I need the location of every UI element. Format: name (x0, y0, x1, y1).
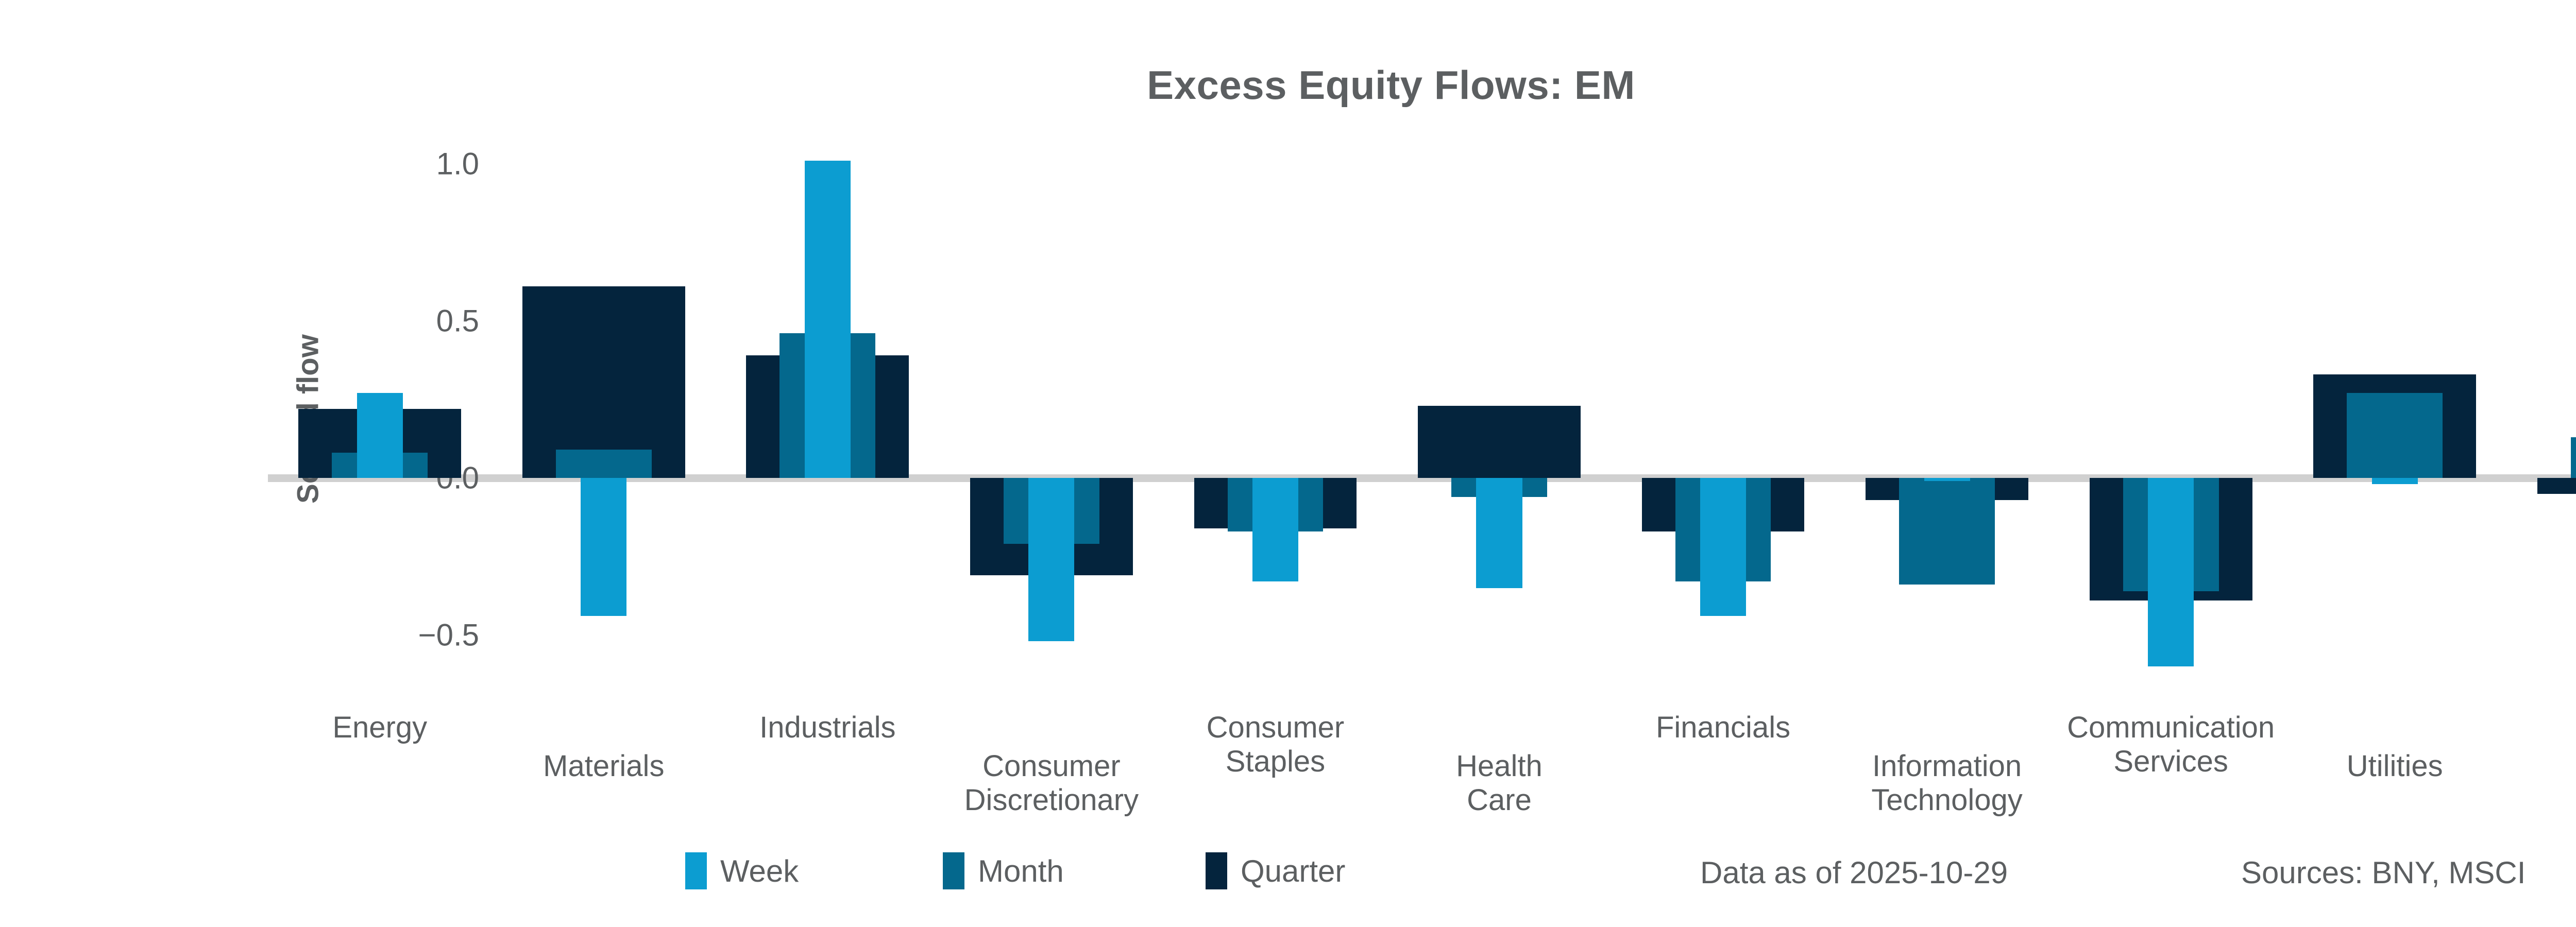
legend-item-month[interactable]: Month (943, 852, 1064, 889)
x-tick-label: Materials (543, 749, 665, 783)
bar-group (716, 144, 940, 690)
bar-quarter (1418, 405, 1581, 478)
bar-group (1611, 144, 1835, 690)
x-tick-label: Energy (332, 711, 428, 744)
bar-group (1387, 144, 1612, 690)
x-tick-label: Information Technology (1871, 749, 2023, 817)
bar-month (555, 450, 652, 478)
bar-group (940, 144, 1164, 690)
bar-month (1899, 478, 1995, 585)
y-tick-label: −0.5 (418, 617, 479, 653)
bar-week (1476, 478, 1522, 588)
legend-item-quarter[interactable]: Quarter (1206, 852, 1345, 889)
data-as-of-note: Data as of 2025-10-29 (1700, 855, 2008, 890)
bar-quarter (2537, 478, 2576, 494)
bar-week (1700, 478, 1747, 616)
legend-label: Month (978, 853, 1064, 888)
bar-group (2283, 144, 2507, 690)
sources-note: Sources: BNY, MSCI (2241, 855, 2526, 890)
y-tick-label: 1.0 (436, 146, 479, 181)
bar-week (357, 393, 403, 478)
x-tick-label: Consumer Discretionary (964, 749, 1139, 817)
bar-month (2570, 437, 2576, 478)
bar-group (268, 144, 492, 690)
x-tick-label: Communication Services (2067, 711, 2275, 778)
x-tick-label: Health Care (1456, 749, 1543, 817)
bar-week (1028, 478, 1075, 642)
legend-label: Quarter (1241, 853, 1346, 888)
legend-swatch-icon (685, 852, 707, 889)
chart-title: Excess Equity Flows: EM (1147, 62, 1635, 108)
x-tick-label: Financials (1655, 711, 1791, 744)
bar-quarter (522, 286, 685, 478)
x-tick-label: Industrials (759, 711, 896, 744)
bar-week (581, 478, 627, 616)
bar-week (804, 160, 851, 478)
plot-area: Scored flow 1.00.50.0−0.5 (268, 144, 2576, 690)
bar-group (1163, 144, 1387, 690)
legend-label: Week (720, 853, 799, 888)
bar-week (2148, 478, 2194, 666)
bar-group (1835, 144, 2059, 690)
legend-item-week[interactable]: Week (685, 852, 799, 889)
bar-month (2347, 393, 2443, 478)
bar-group (492, 144, 716, 690)
bar-week (1252, 478, 1299, 582)
y-axis-ticks: 1.0 0.5 0.0 −0.5 (325, 144, 479, 690)
x-tick-label: Consumer Staples (1206, 711, 1345, 778)
y-tick-label: 0.5 (436, 303, 479, 338)
legend-swatch-icon (943, 852, 964, 889)
bar-week (2371, 478, 2418, 485)
legend-swatch-icon (1206, 852, 1227, 889)
bar-week (1924, 478, 1970, 482)
bar-group (2059, 144, 2283, 690)
x-tick-label: Real Estate (2444, 711, 2576, 778)
bar-group (2506, 144, 2576, 690)
x-tick-label: Utilities (2346, 749, 2443, 783)
